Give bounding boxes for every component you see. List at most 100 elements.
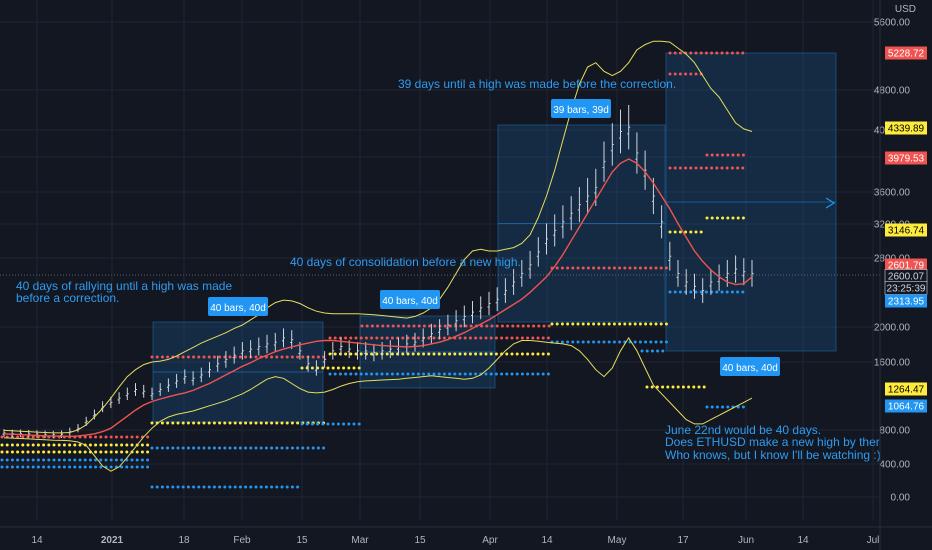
price-label-badge [885,151,927,165]
level-dot [280,446,284,450]
level-dot [731,216,735,220]
y-tick-label: 800.00 [879,426,910,437]
level-dot [233,485,237,489]
level-dot [494,352,498,356]
price-label-badge [885,294,927,308]
level-dot [197,446,201,450]
level-dot [694,51,698,55]
level-dot [375,336,379,340]
level-dot [47,450,51,454]
level-dot [275,485,279,489]
level-dot [52,443,56,447]
level-dot [536,336,540,340]
level-dot [62,465,66,469]
level-dot [130,465,134,469]
level-dot [407,324,411,328]
x-tick-label: Apr [482,535,498,546]
level-dot [311,446,315,450]
level-dot [120,458,124,462]
level-dot [673,290,677,294]
level-dot [705,405,709,409]
level-dot [244,446,248,450]
level-dot [416,352,420,356]
level-dot [505,352,509,356]
level-dot [370,352,374,356]
level-dot [694,290,698,294]
level-dot [692,385,696,389]
level-dot [666,385,670,389]
level-dot [94,450,98,454]
level-dot [186,421,190,425]
level-dot [176,421,180,425]
level-dot [62,450,66,454]
level-dot [726,153,730,157]
x-tick-label: 14 [31,535,43,546]
level-dot [427,352,431,356]
level-dot [328,336,332,340]
level-dot [301,446,305,450]
level-dot [333,336,337,340]
level-dot [576,266,580,270]
level-dot [140,450,144,454]
level-dot [73,443,77,447]
level-dot [521,324,525,328]
level-dot [437,352,441,356]
level-dot [264,485,268,489]
level-dot [428,324,432,328]
level-dot [36,458,40,462]
x-tick-label: Jul [867,535,880,546]
level-dot [0,435,4,439]
level-dot [612,322,616,326]
level-dot [526,352,530,356]
level-dot [171,421,175,425]
level-dot [546,372,550,376]
level-dot [474,336,478,340]
level-dot [21,465,25,469]
level-dot [710,153,714,157]
level-dot [678,72,682,76]
level-dot [633,340,637,344]
level-dot [26,450,30,454]
level-dot [638,322,642,326]
level-dot [62,443,66,447]
level-dot [668,72,672,76]
level-dot [412,324,416,328]
level-dot [296,485,300,489]
level-dot [83,458,87,462]
level-dot [592,340,596,344]
level-dot [689,290,693,294]
level-dot [326,366,330,370]
level-dot [376,324,380,328]
level-dot [285,485,289,489]
level-dot [699,230,703,234]
annotations: 40 bars, 40d 40 bars, 40d 39 bars, 39d 40 b… [16,77,889,462]
level-dot [463,336,467,340]
level-dot [301,355,305,359]
level-dot [146,435,150,439]
level-dot [731,153,735,157]
price-label-badge [885,382,927,396]
level-dot [664,322,668,326]
level-dot [474,372,478,376]
level-dot [202,355,206,359]
level-dot [741,216,745,220]
level-dot [390,372,394,376]
level-dot [500,352,504,356]
level-dot [597,266,601,270]
level-dot [88,435,92,439]
level-dot [197,421,201,425]
level-dot [668,290,672,294]
y-tick-label: 3600.00 [874,188,911,199]
level-dot [526,336,530,340]
level-dot [352,366,356,370]
level-dot [254,421,258,425]
level-dot [704,290,708,294]
level-dot [280,355,284,359]
level-dot [331,366,335,370]
level-dot [531,372,535,376]
level-dot [73,450,77,454]
level-dot [586,322,590,326]
